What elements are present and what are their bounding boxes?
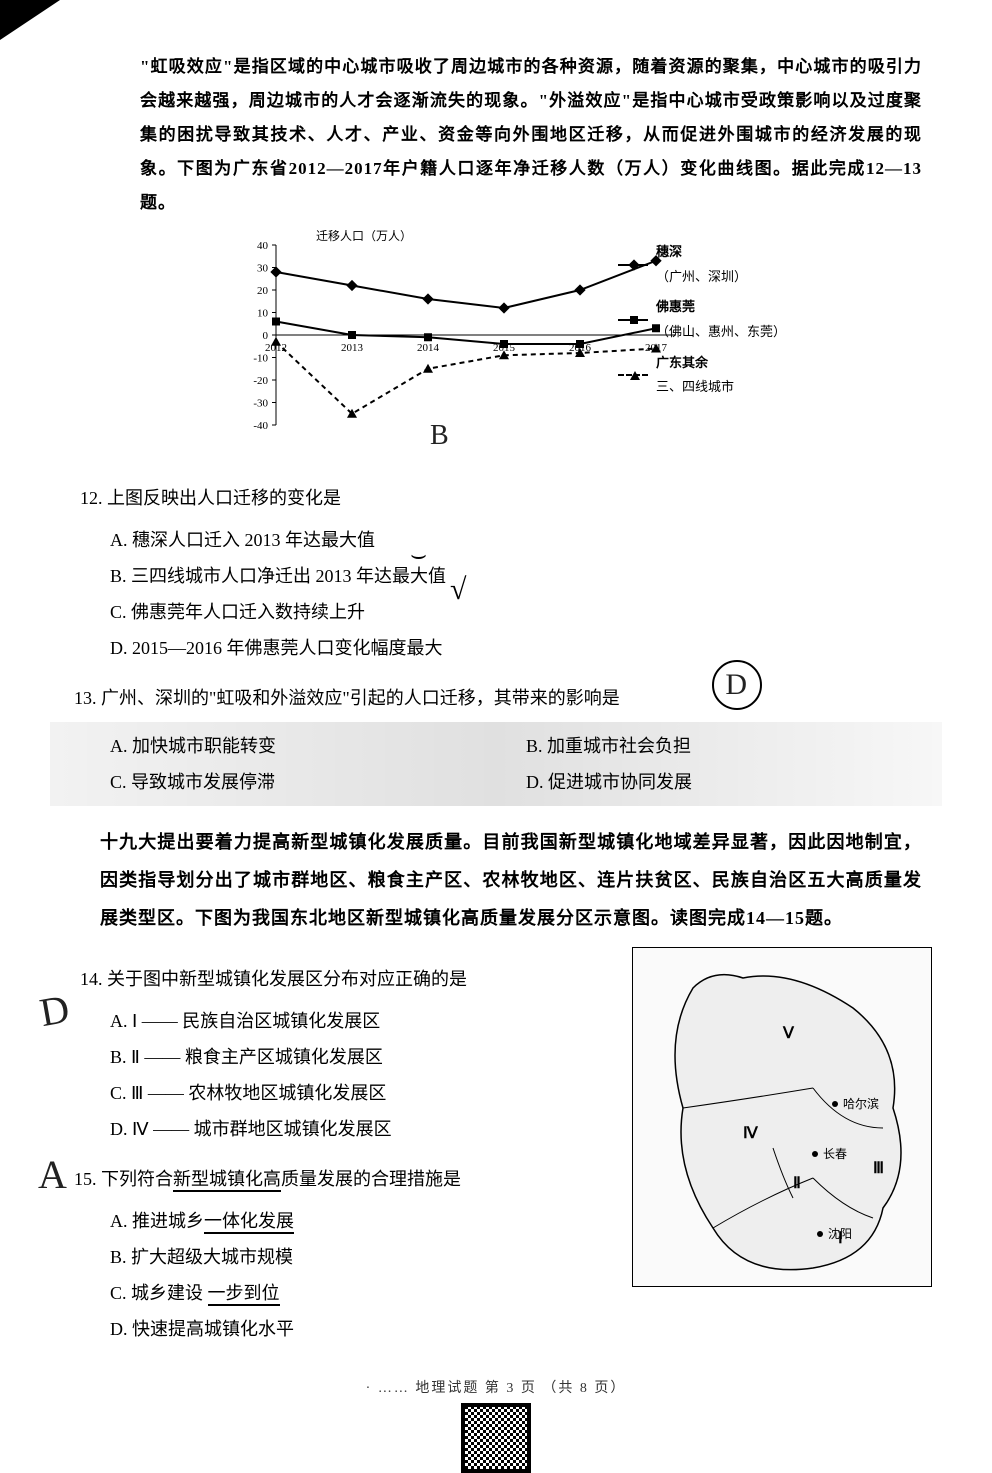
legend-marker-square — [618, 319, 648, 321]
q12-option-a: A. 穗深人口迁入 2013 年达最大值 — [110, 522, 942, 558]
legend-item: 广东其余 三、四线城市 — [618, 351, 786, 400]
q13-option-b: B. 加重城市社会负担 — [526, 728, 942, 764]
svg-text:Ⅳ: Ⅳ — [743, 1125, 759, 1142]
map-outline — [675, 975, 901, 1270]
svg-text:Ⅱ: Ⅱ — [793, 1175, 801, 1192]
legend-item: 穗深 （广州、深圳） — [618, 240, 786, 289]
legend-label: 佛惠莞 — [656, 299, 695, 314]
question-15: 15. 下列符合新型城镇化高质量发展的合理措施是 — [74, 1161, 622, 1197]
legend-marker-diamond — [618, 264, 648, 266]
svg-text:-30: -30 — [253, 398, 268, 410]
handwritten-letter: A — [38, 1151, 67, 1198]
handwritten-letter: D — [725, 668, 747, 702]
legend-label: 广东其余 — [656, 355, 708, 370]
svg-text:40: 40 — [257, 240, 269, 252]
svg-text:Ⅴ: Ⅴ — [782, 1025, 795, 1042]
intro-paragraph-2: 十九大提出要着力提高新型城镇化发展质量。目前我国新型城镇化地域差异显著，因此因地… — [100, 824, 922, 937]
q13-stem: 13. 广州、深圳的"虹吸和外溢效应"引起的人口迁移，其带来的影响是 — [74, 688, 620, 708]
intro-paragraph: "虹吸效应"是指区域的中心城市吸收了周边城市的各种资源，随着资源的聚集，中心城市… — [140, 50, 922, 220]
q13-option-d: D. 促进城市协同发展 — [526, 764, 942, 800]
svg-text:哈尔滨: 哈尔滨 — [843, 1096, 879, 1111]
legend-sublabel: （广州、深圳） — [656, 269, 747, 284]
svg-text:10: 10 — [257, 308, 269, 320]
q15-option-b: B. 扩大超级大城市规模 — [110, 1239, 622, 1275]
northeast-map: ⅠⅡⅢⅣⅤ 哈尔滨长春沈阳 — [632, 947, 932, 1287]
legend-sublabel: 三、四线城市 — [656, 379, 734, 394]
q13-option-a: A. 加快城市职能转变 — [110, 728, 526, 764]
svg-text:迁移人口（万人）: 迁移人口（万人） — [316, 230, 412, 243]
q12-option-b: B. 三四线城市人口净迁出 2013 年达最大值 — [110, 558, 942, 594]
chart-legend: 穗深 （广州、深圳） 佛惠莞 （佛山、惠州、东莞） 广东其余 三、四线城市 — [618, 240, 786, 406]
question-12: 12. 上图反映出人口迁移的变化是 — [80, 480, 942, 516]
q13-option-c: C. 导致城市发展停滞 — [110, 764, 526, 800]
q14-option-d: D. Ⅳ —— 城市群地区城镇化发展区 — [110, 1111, 622, 1147]
question-13: 13. 广州、深圳的"虹吸和外溢效应"引起的人口迁移，其带来的影响是 — [74, 680, 942, 716]
svg-text:2014: 2014 — [417, 342, 440, 354]
q12-stem: 12. 上图反映出人口迁移的变化是 — [80, 488, 341, 508]
q15-option-c: C. 城乡建设 一步到位 — [110, 1275, 622, 1311]
svg-text:长春: 长春 — [823, 1147, 847, 1161]
q15-stem: 15. 下列符合新型城镇化高质量发展的合理措施是 — [74, 1169, 461, 1192]
svg-text:-10: -10 — [253, 353, 268, 365]
legend-marker-triangle — [618, 374, 648, 376]
handwritten-check: √ — [450, 573, 466, 607]
qr-code — [461, 1403, 531, 1473]
smudged-options-row: A. 加快城市职能转变 B. 加重城市社会负担 C. 导致城市发展停滞 D. 促… — [50, 722, 942, 806]
q14-stem: 14. 关于图中新型城镇化发展区分布对应正确的是 — [80, 969, 467, 989]
page-corner-mark — [0, 0, 60, 40]
question-14: 14. 关于图中新型城镇化发展区分布对应正确的是 — [80, 961, 622, 997]
svg-text:30: 30 — [257, 263, 269, 275]
q14-option-c: C. Ⅲ —— 农林牧地区城镇化发展区 — [110, 1075, 622, 1111]
handwritten-hook: ⌣ — [410, 540, 427, 571]
handwritten-letter: D — [36, 985, 73, 1036]
legend-label: 穗深 — [656, 244, 682, 259]
q15-option-a: A. 推进城乡一体化发展 — [110, 1203, 622, 1239]
svg-text:-20: -20 — [253, 375, 268, 387]
q15-option-d: D. 快速提高城镇化水平 — [110, 1311, 622, 1347]
migration-chart: 迁移人口（万人）-40-30-20-1001020304020122013201… — [216, 230, 776, 460]
svg-text:Ⅲ: Ⅲ — [873, 1160, 884, 1177]
handwritten-letter: B — [430, 420, 449, 452]
q14-option-b: B. Ⅱ —— 粮食主产区城镇化发展区 — [110, 1039, 622, 1075]
q14-option-a: A. Ⅰ —— 民族自治区城镇化发展区 — [110, 1003, 622, 1039]
q12-option-c: C. 佛惠莞年人口迁入数持续上升 — [110, 594, 942, 630]
q12-option-d: D. 2015—2016 年佛惠莞人口变化幅度最大 — [110, 630, 942, 666]
svg-text:-40: -40 — [253, 420, 268, 432]
map-svg: ⅠⅡⅢⅣⅤ 哈尔滨长春沈阳 — [633, 948, 933, 1288]
svg-text:20: 20 — [257, 285, 269, 297]
svg-text:2013: 2013 — [341, 342, 364, 354]
legend-sublabel: （佛山、惠州、东莞） — [656, 324, 786, 339]
page-footer: · …… 地理试题 第 3 页 （共 8 页） — [50, 1377, 942, 1397]
legend-item: 佛惠莞 （佛山、惠州、东莞） — [618, 295, 786, 344]
svg-text:沈阳: 沈阳 — [828, 1226, 852, 1241]
svg-text:0: 0 — [263, 330, 269, 342]
